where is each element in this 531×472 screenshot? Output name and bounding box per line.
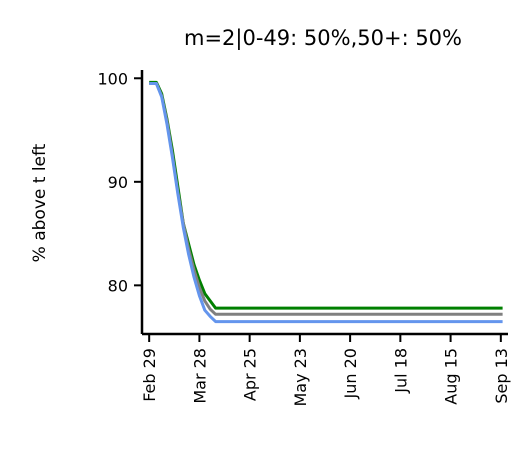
series-line-3 xyxy=(149,82,503,324)
series-line-1 xyxy=(149,80,503,310)
x-tick-label: Mar 28 xyxy=(190,348,209,404)
x-tick-label: Jun 20 xyxy=(341,348,360,399)
y-ticks: 80 90 100 xyxy=(97,69,142,295)
y-axis-label: % above t left xyxy=(30,143,50,262)
y-tick-label: 90 xyxy=(108,173,128,192)
series-layer xyxy=(149,80,503,324)
x-tick-label: Aug 15 xyxy=(442,348,461,405)
series-line-2 xyxy=(149,82,503,316)
x-tick-label: Sep 13 xyxy=(492,348,511,404)
y-tick-label: 100 xyxy=(97,69,128,88)
chart-title: m=2|0-49: 50%,50+: 50% xyxy=(184,26,462,51)
x-tick-label: Feb 29 xyxy=(140,348,159,402)
y-tick-label: 80 xyxy=(108,276,128,295)
x-ticks: Feb 29 Mar 28 Apr 25 May 23 Jun 20 Jul 18 Aug … xyxy=(140,334,511,407)
x-tick-label: May 23 xyxy=(291,348,310,407)
x-tick-label: Apr 25 xyxy=(241,348,260,401)
x-tick-label: Jul 18 xyxy=(391,348,410,394)
